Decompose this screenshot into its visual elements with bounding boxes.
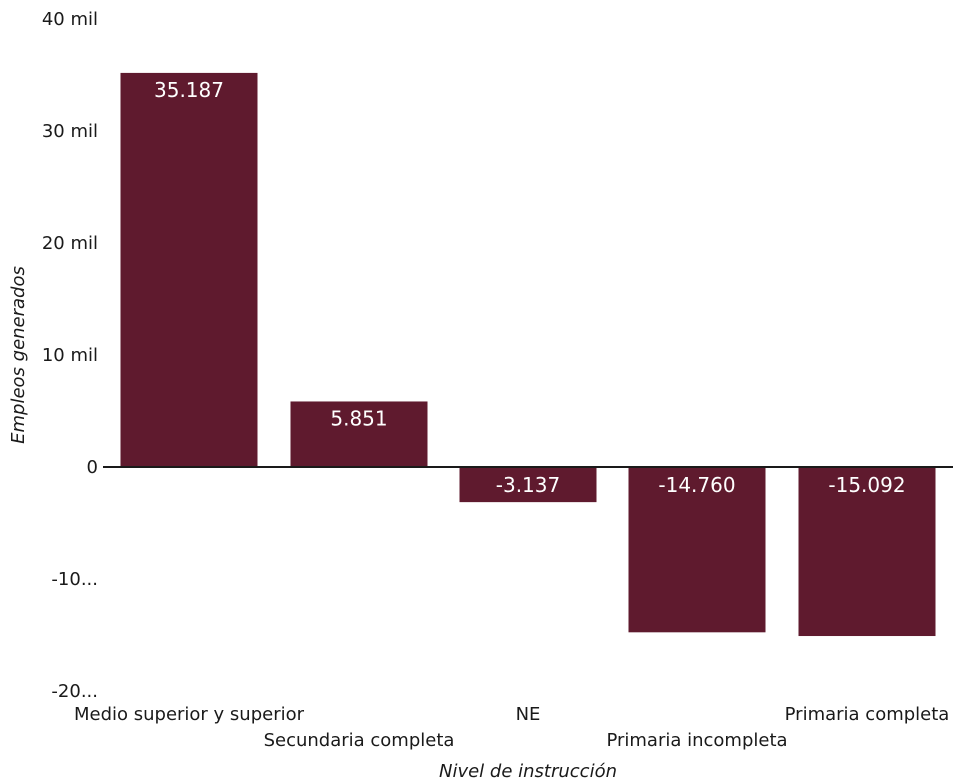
bar: [628, 467, 766, 633]
bar-value-labels: 35.187 5.851 -3.137 -14.760 -15.092: [154, 78, 906, 497]
bar-value-label: 35.187: [154, 78, 224, 102]
bar-value-label: -15.092: [828, 473, 905, 497]
bars: [120, 72, 936, 637]
x-category-label: Primaria completa: [785, 704, 950, 725]
y-tick-label: -20...: [51, 681, 98, 702]
y-tick-label: -10...: [51, 569, 98, 590]
y-tick-label: 0: [87, 457, 98, 478]
x-category-label: Medio superior y superior: [74, 704, 305, 725]
y-tick-label: 10 mil: [42, 345, 98, 366]
y-tick-label: 30 mil: [42, 121, 98, 142]
bar: [120, 72, 258, 467]
bar-value-label: 5.851: [330, 406, 387, 430]
y-tick-label: 40 mil: [42, 9, 98, 30]
bar-value-label: -3.137: [496, 473, 560, 497]
x-axis-title: Nivel de instrucción: [439, 761, 617, 779]
y-tick-label: 20 mil: [42, 233, 98, 254]
bar: [459, 467, 597, 503]
bar: [798, 467, 936, 637]
bar: [290, 401, 428, 467]
x-category-label: NE: [516, 704, 541, 725]
x-category-label: Primaria incompleta: [606, 730, 787, 751]
bar-value-label: -14.760: [658, 473, 735, 497]
y-axis-ticks: 40 mil 30 mil 20 mil 10 mil 0 -10... -20...: [42, 9, 98, 702]
x-category-label: Secundaria completa: [264, 730, 455, 751]
y-axis-title: Empleos generados: [8, 266, 29, 444]
x-axis-category-labels: Medio superior y superior Secundaria comp…: [74, 704, 949, 751]
